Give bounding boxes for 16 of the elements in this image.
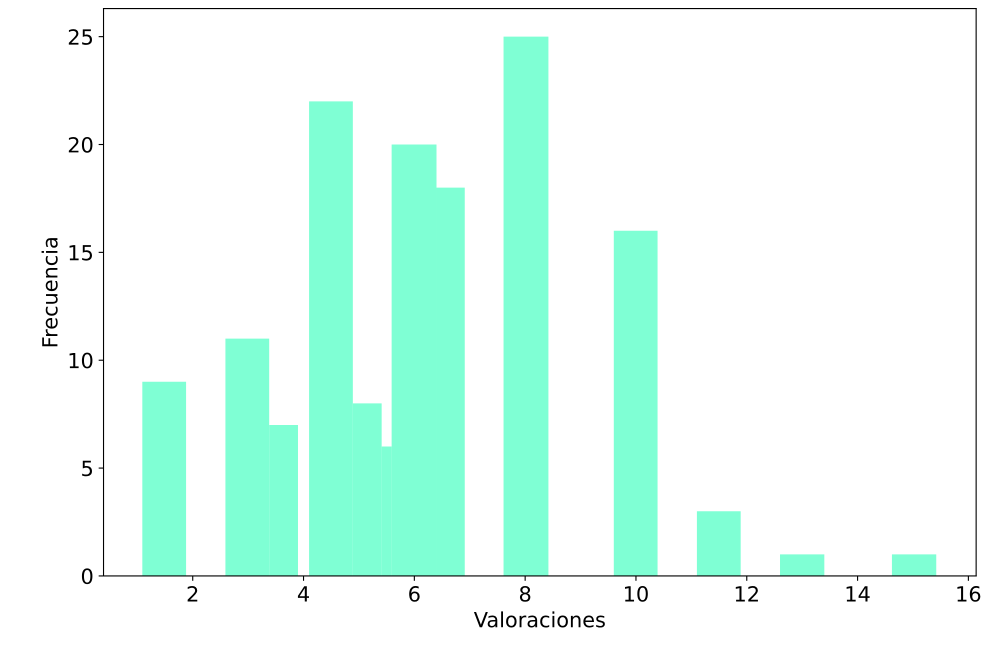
y-tick-label: 25 (68, 29, 92, 45)
y-tick-label: 5 (82, 460, 92, 476)
y-tick-label: 0 (82, 568, 92, 584)
y-tick-label: 10 (70, 352, 92, 368)
x-axis-title: Valoraciones (474, 611, 605, 628)
x-tick-label: 12 (736, 586, 758, 602)
y-tick-label: 15 (70, 245, 92, 261)
x-tick-label: 2 (188, 586, 198, 602)
x-tick-label: 10 (624, 586, 648, 602)
x-tick-label: 16 (957, 586, 980, 602)
x-tick-label: 14 (846, 586, 870, 602)
x-tick-label: 8 (520, 586, 530, 602)
y-axis-title: Frecuencia (42, 238, 58, 346)
y-tick-label: 20 (68, 136, 92, 153)
x-tick-label: 6 (409, 586, 420, 602)
x-tick-label: 4 (298, 586, 309, 602)
